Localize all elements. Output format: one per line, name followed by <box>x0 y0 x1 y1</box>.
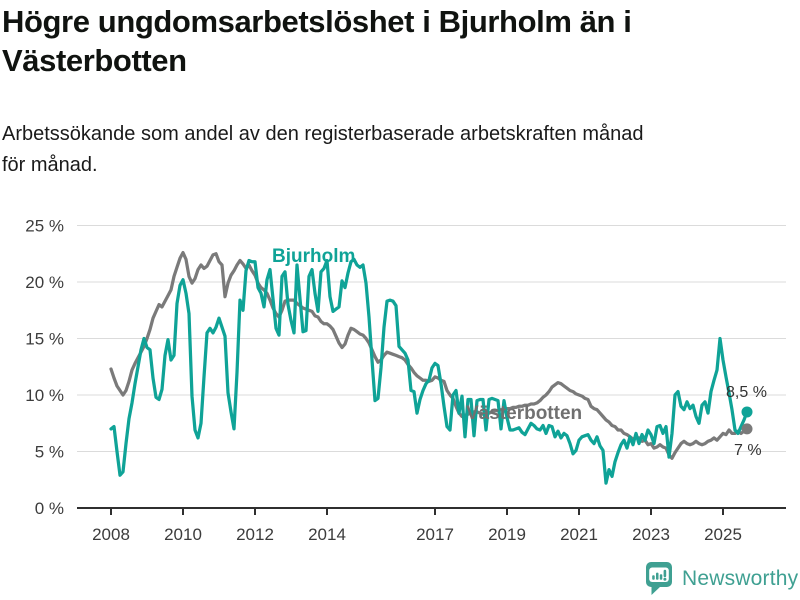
y-axis-tick-label: 5 % <box>35 443 64 462</box>
y-axis-tick-label: 15 % <box>25 330 64 349</box>
bjurholm-end-value-label: 8,5 % <box>726 384 767 401</box>
newsworthy-icon <box>646 562 672 595</box>
x-axis-tick-label: 2025 <box>704 525 742 544</box>
bjurholm-line <box>109 257 749 485</box>
newsworthy-wordmark: Newsworthy <box>682 567 799 590</box>
x-axis-tick-label: 2014 <box>308 525 346 544</box>
newsworthy-logo: Newsworthy <box>645 562 798 596</box>
y-axis-tick-label: 20 % <box>25 273 64 292</box>
vasterbotten-end-value-label: 7 % <box>734 442 762 459</box>
bjurholm-end-dot <box>741 406 753 418</box>
y-axis-tick-label: 10 % <box>25 386 64 405</box>
x-axis-tick-label: 2012 <box>236 525 274 544</box>
x-axis-tick-label: 2010 <box>164 525 202 544</box>
x-axis-tick-label: 2021 <box>560 525 598 544</box>
y-axis-tick-label: 0 % <box>35 499 64 518</box>
chart-subtitle: Arbetssökande som andel av den registerb… <box>2 123 644 176</box>
vasterbotten-series-label: Västerbotten <box>466 403 582 424</box>
page-title: Högre ungdomsarbetslöshet i Bjurholm än … <box>2 4 632 78</box>
vasterbotten-end-dot <box>741 423 753 435</box>
x-axis-tick-label: 2017 <box>416 525 454 544</box>
x-axis-tick-label: 2008 <box>92 525 130 544</box>
x-axis-tick-label: 2019 <box>488 525 526 544</box>
y-axis-tick-label: 25 % <box>25 217 64 236</box>
bjurholm-series-label: Bjurholm <box>272 246 355 267</box>
x-axis-tick-label: 2023 <box>632 525 670 544</box>
